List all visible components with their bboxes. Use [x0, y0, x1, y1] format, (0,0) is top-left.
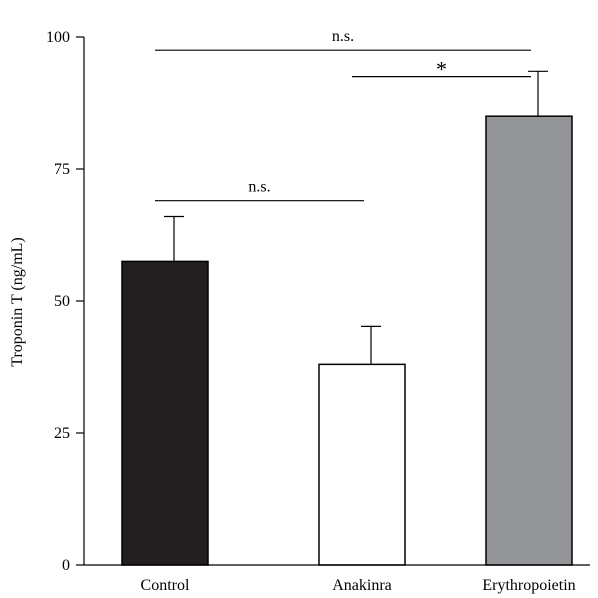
- significance-label: n.s.: [248, 179, 270, 196]
- y-tick-label: 75: [54, 161, 70, 178]
- significance-brackets: n.s. * n.s.: [155, 28, 531, 202]
- bar-control: [121, 260, 209, 566]
- bars: [121, 115, 573, 566]
- x-category-label: Control: [141, 577, 190, 594]
- x-category-label: Erythropoietin: [482, 577, 575, 594]
- y-tick-label: 0: [62, 557, 70, 574]
- error-bars: [164, 70, 548, 365]
- x-axis: Control Anakinra Erythropoietin: [84, 564, 590, 594]
- bar-anakinra: [318, 363, 406, 566]
- y-tick-label: 50: [54, 293, 70, 310]
- significance-label: *: [436, 57, 447, 82]
- x-category-label: Anakinra: [332, 577, 392, 594]
- y-axis-title: Troponin T (ng/mL): [9, 237, 26, 367]
- y-tick-label: 25: [54, 425, 70, 442]
- y-tick-label: 100: [46, 29, 70, 46]
- y-axis: 0 25 50 75 100: [46, 29, 85, 574]
- significance-label: n.s.: [332, 28, 354, 45]
- bar-erythropoietin: [485, 115, 573, 566]
